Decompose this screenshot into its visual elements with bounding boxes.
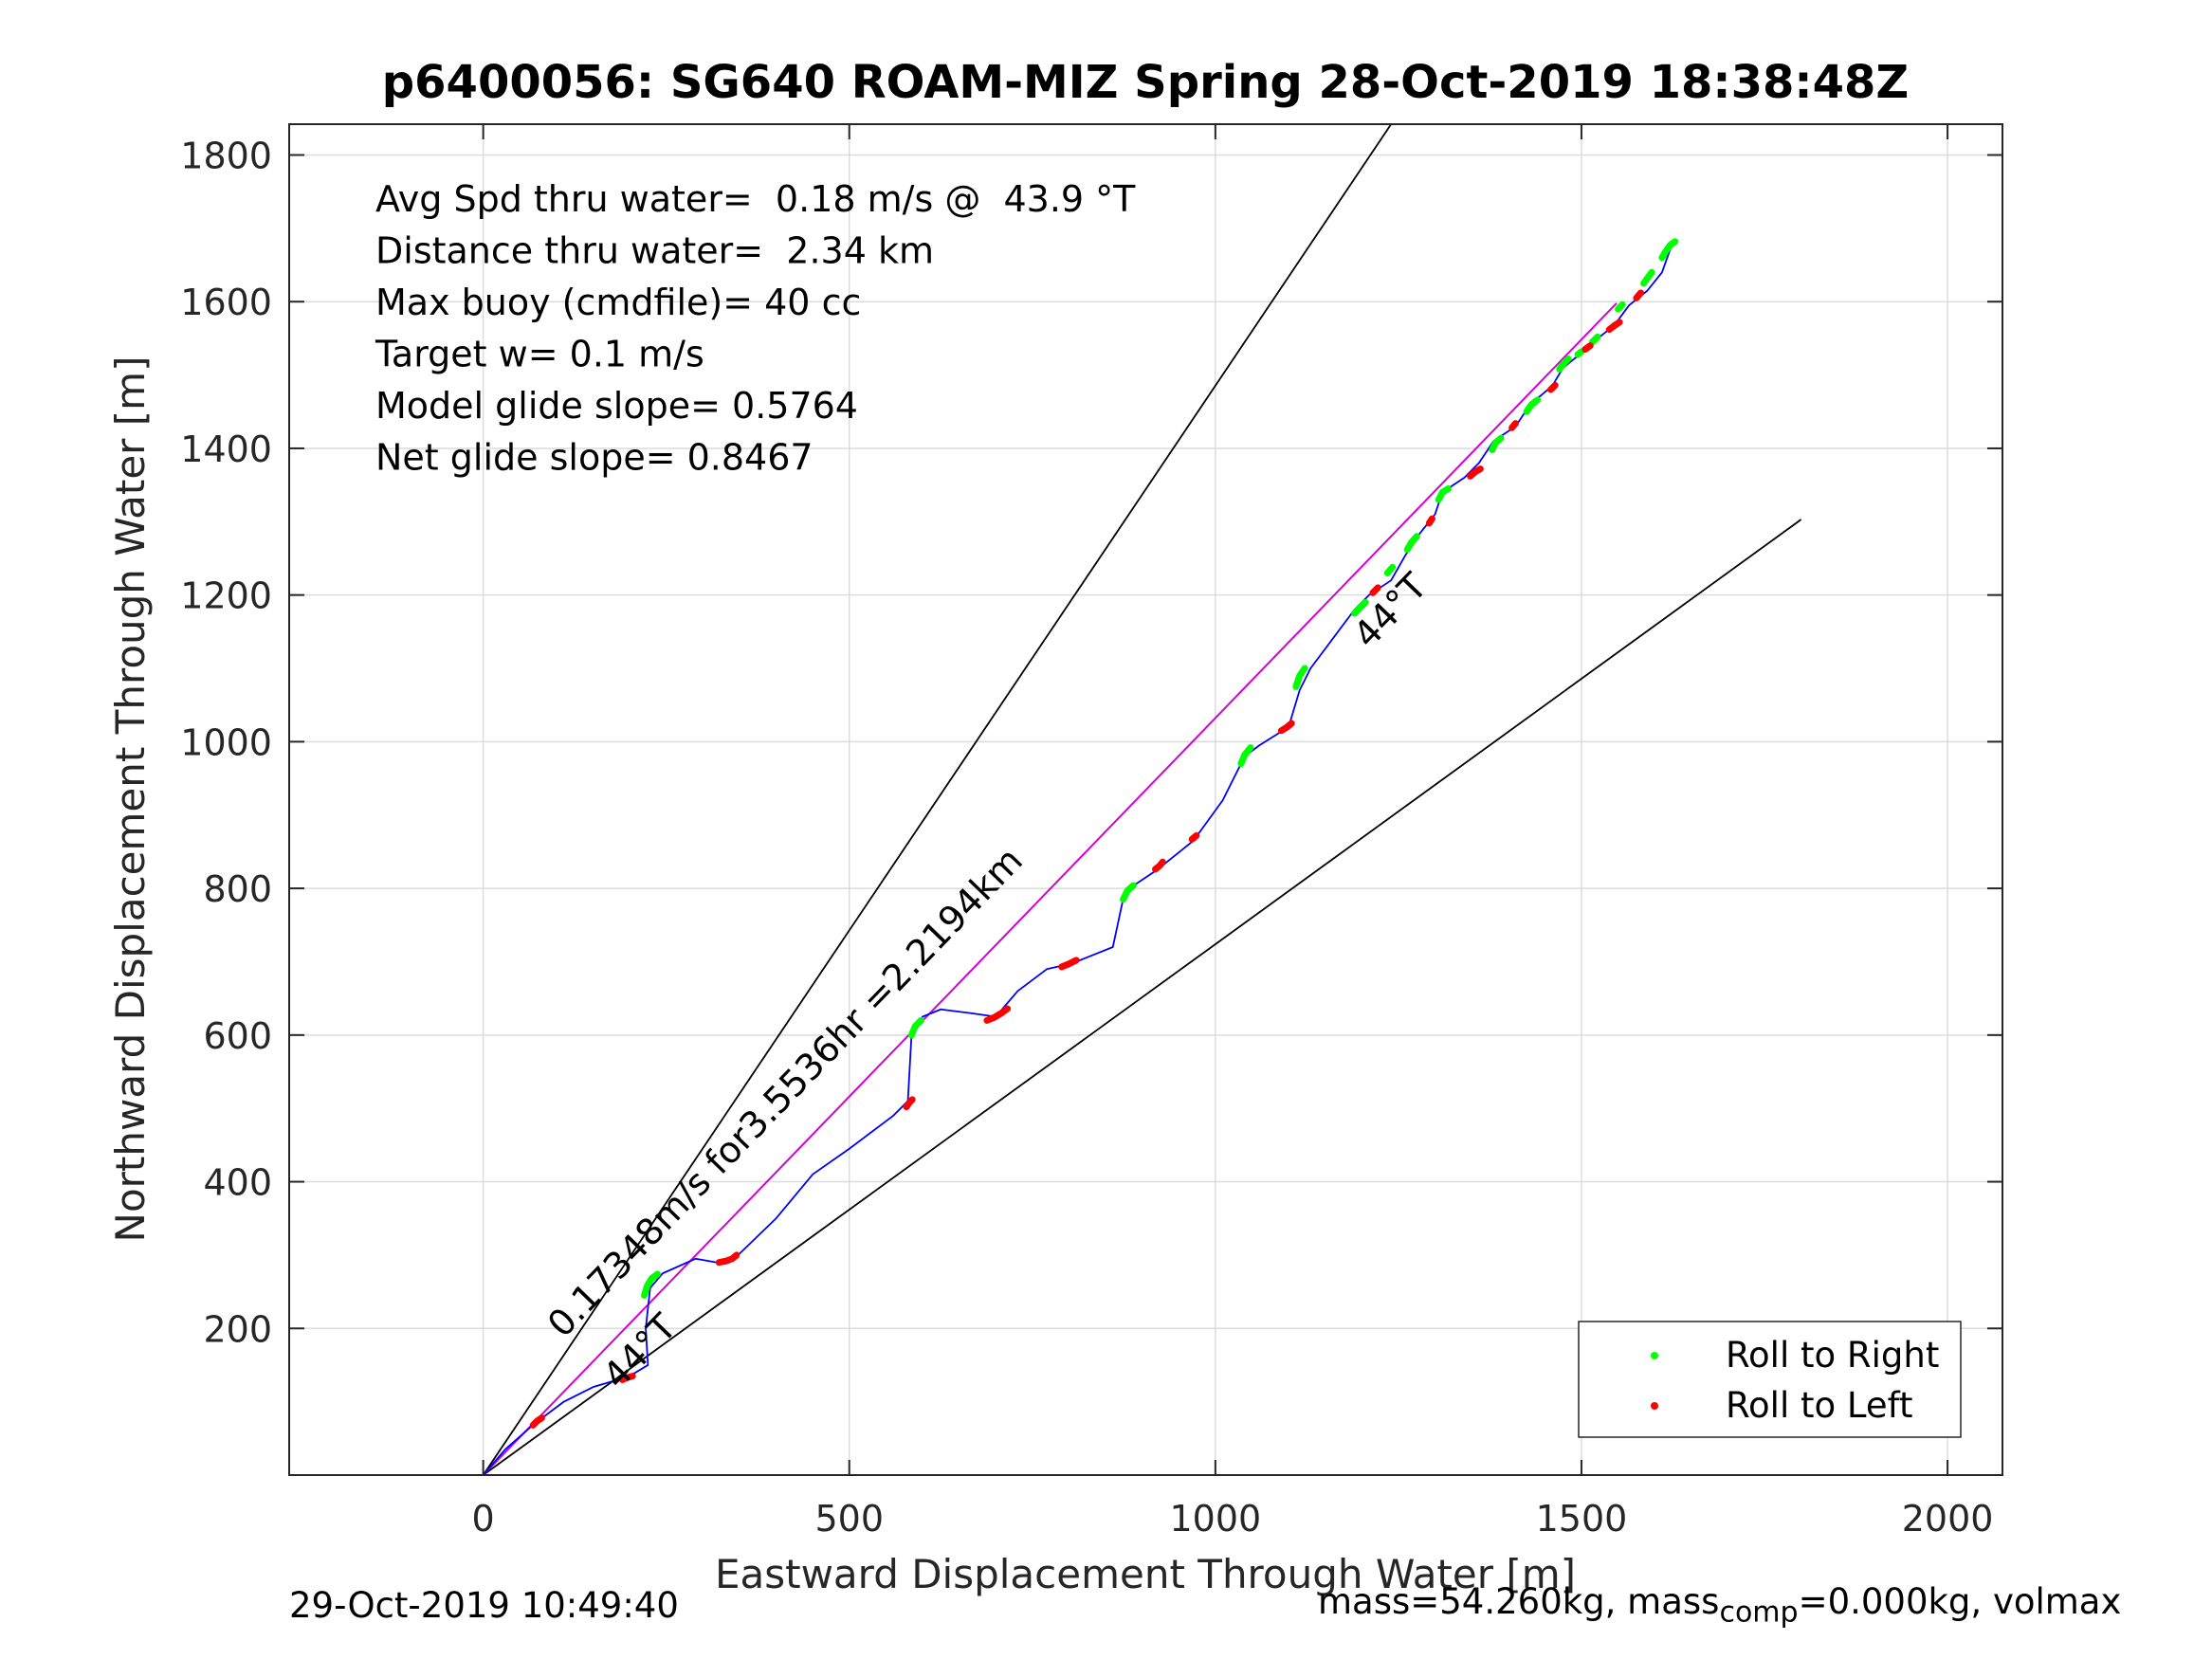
legend-box (1578, 1321, 1962, 1438)
y-tick-label: 1400 (180, 428, 272, 470)
y-tick-labels: 200 400 600 800 1000 1200 1400 1600 1800 (180, 135, 272, 1350)
marker-roll-to-left (1581, 342, 1594, 353)
chart-title: p6400056: SG640 ROAM-MIZ Spring 28-Oct-2… (382, 56, 1909, 109)
x-tick-label: 2000 (1902, 1498, 1994, 1540)
marker-roll-to-left (1058, 957, 1080, 971)
info-line: Distance thru water= 2.34 km (375, 230, 934, 272)
marker-roll-to-left (529, 1414, 545, 1429)
info-line: Avg Spd thru water= 0.18 m/s @ 43.9 °T (375, 178, 1136, 220)
marker-roll-to-right (1615, 301, 1626, 313)
x-axis-label: Eastward Displacement Through Water [m] (715, 1551, 1576, 1597)
y-axis-label: Northward Displacement Through Water [m] (107, 356, 154, 1243)
marker-roll-to-right (1383, 563, 1397, 576)
marker-roll-to-left (715, 1251, 740, 1267)
y-tick-label: 600 (203, 1015, 272, 1057)
marker-roll-to-right (1292, 665, 1308, 690)
marker-roll-to-left (1425, 515, 1435, 527)
info-line: Model glide slope= 0.5764 (375, 385, 858, 427)
marker-roll-to-right (1523, 396, 1542, 415)
marker-roll-to-left (1188, 831, 1200, 843)
marker-roll-to-left (903, 1096, 916, 1111)
marker-roll-to-left (1633, 289, 1645, 301)
x-tick-label: 1000 (1170, 1498, 1262, 1540)
grid-lines (289, 124, 2002, 1475)
y-tick-label: 1600 (180, 282, 272, 323)
y-tick-label: 1800 (180, 135, 272, 176)
marker-roll-to-left (983, 1005, 1012, 1024)
info-text-block: Avg Spd thru water= 0.18 m/s @ 43.9 °T Di… (375, 178, 1136, 479)
footer-mass-suffix: =0.000kg, volmax (1798, 1581, 2122, 1622)
legend-marker-roll-right (1651, 1352, 1658, 1359)
marker-roll-to-right (641, 1270, 661, 1299)
info-line: Net glide slope= 0.8467 (375, 437, 814, 479)
marker-roll-to-right (1589, 333, 1601, 346)
marker-roll-to-right (1435, 484, 1452, 503)
marker-roll-to-right (1237, 744, 1254, 768)
marker-roll-to-right (1574, 348, 1585, 358)
footer-mass-info: mass=54.260kg, masscomp=0.000kg, volmax (1318, 1581, 2121, 1629)
x-tick-label: 500 (814, 1498, 884, 1540)
y-tick-label: 1000 (180, 721, 272, 763)
marker-roll-to-right (1556, 356, 1572, 373)
axis-ticks (289, 124, 2002, 1475)
reference-line-mean-heading (482, 302, 1618, 1475)
marker-roll-to-right (1120, 882, 1137, 903)
y-tick-label: 1200 (180, 575, 272, 617)
plot-frame (288, 123, 2003, 1476)
marker-roll-to-left (1277, 720, 1295, 735)
marker-roll-to-right (1658, 238, 1679, 262)
info-line: Max buoy (cmdfile)= 40 cc (375, 282, 861, 323)
marker-roll-to-left (1152, 858, 1166, 873)
marker-roll-to-right (1403, 533, 1420, 554)
legend: Roll to Right Roll to Left (1578, 1321, 1962, 1438)
legend-label-roll-right: Roll to Right (1726, 1335, 1939, 1376)
marker-roll-to-right (907, 1016, 924, 1039)
marker-roll-to-left (1605, 319, 1623, 334)
marker-roll-to-right (1489, 434, 1505, 453)
legend-marker-roll-left (1651, 1402, 1658, 1410)
legend-label-roll-left: Roll to Left (1726, 1385, 1913, 1426)
marker-roll-to-left (618, 1373, 636, 1383)
footer-mass-prefix: mass=54.260kg, mass (1318, 1581, 1720, 1622)
marker-roll-to-left (1508, 420, 1519, 431)
x-tick-label: 0 (472, 1498, 495, 1540)
reference-lines (482, 124, 1802, 1475)
footer-timestamp: 29-Oct-2019 10:49:40 (289, 1585, 679, 1626)
roll-markers (529, 238, 1679, 1429)
marker-roll-to-left (1467, 465, 1484, 480)
marker-roll-to-right (1640, 268, 1655, 287)
reference-line-lower-bound (483, 519, 1802, 1475)
x-tick-label: 1500 (1536, 1498, 1628, 1540)
y-tick-label: 800 (203, 868, 272, 910)
footer-mass-sub: comp (1719, 1595, 1799, 1630)
reference-line-upper-bound (482, 124, 1392, 1475)
y-tick-label: 400 (203, 1162, 272, 1204)
marker-roll-to-left (1547, 381, 1559, 393)
marker-roll-to-right (1351, 598, 1369, 617)
y-tick-label: 200 (203, 1308, 272, 1350)
x-tick-labels: 0 500 1000 1500 2000 (472, 1498, 1994, 1540)
marker-roll-to-left (1369, 584, 1381, 596)
info-line: Target w= 0.1 m/s (375, 334, 704, 375)
